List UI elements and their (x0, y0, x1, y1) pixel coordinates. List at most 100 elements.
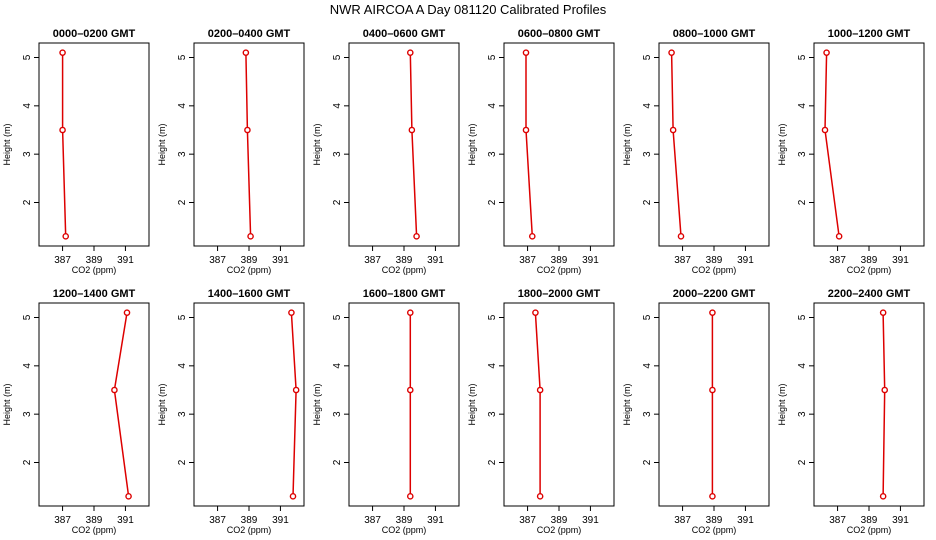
x-tick-label: 389 (861, 515, 878, 526)
data-point (536, 493, 544, 500)
x-tick-label: 387 (519, 515, 536, 526)
data-point (879, 309, 887, 316)
y-axis-label: Height (m) (312, 123, 322, 165)
data-point (62, 233, 70, 240)
x-tick-label: 387 (209, 515, 226, 526)
y-tick-label: 2 (332, 199, 343, 205)
series-line (534, 312, 541, 497)
x-axis-label: CO2 (ppm) (72, 265, 117, 275)
x-tick-label: 387 (829, 515, 846, 526)
x-tick-label: 389 (706, 255, 723, 266)
plot-frame (193, 302, 305, 507)
y-tick-label: 2 (797, 199, 808, 205)
plot-frame (348, 42, 460, 247)
y-tick-label: 4 (797, 103, 808, 109)
data-point (522, 49, 530, 56)
y-tick-label: 4 (642, 363, 653, 369)
y-tick-label: 3 (177, 151, 188, 157)
y-tick-label: 2 (797, 459, 808, 465)
y-tick-label: 2 (487, 459, 498, 465)
y-tick-label: 4 (797, 363, 808, 369)
y-tick-label: 3 (177, 411, 188, 417)
y-tick-label: 2 (22, 459, 33, 465)
data-point (406, 309, 414, 316)
panel-title: 2200–2400 GMT (828, 288, 911, 300)
y-tick-label: 2 (177, 199, 188, 205)
data-point (709, 493, 716, 500)
data-point (244, 126, 251, 134)
x-axis-label: CO2 (ppm) (847, 525, 892, 535)
y-tick-label: 3 (642, 151, 653, 157)
plot-frame (348, 302, 460, 507)
panel-title: 0200–0400 GMT (208, 28, 291, 40)
y-tick-label: 2 (642, 199, 653, 205)
y-tick-label: 3 (22, 151, 33, 157)
panel-title: 1800–2000 GMT (518, 288, 601, 300)
y-axis-label: Height (m) (467, 383, 477, 425)
panel-title: 1400–1600 GMT (208, 288, 291, 300)
data-point (413, 233, 420, 240)
y-tick-label: 4 (487, 363, 498, 369)
data-point (289, 493, 297, 500)
panel-title: 0400–0600 GMT (363, 28, 446, 40)
data-point (123, 309, 131, 316)
x-tick-label: 389 (551, 515, 568, 526)
y-tick-label: 4 (22, 363, 33, 369)
y-axis-label: Height (m) (622, 383, 632, 425)
y-tick-label: 5 (797, 314, 808, 320)
y-tick-label: 4 (332, 363, 343, 369)
y-tick-label: 5 (642, 314, 653, 320)
series-line (245, 52, 252, 237)
series-line (409, 52, 418, 237)
y-axis-label: Height (m) (467, 123, 477, 165)
x-tick-label: 391 (272, 255, 289, 266)
data-point (835, 233, 843, 240)
x-axis-label: CO2 (ppm) (382, 525, 427, 535)
x-tick-label: 389 (241, 515, 258, 526)
plot-frame (503, 42, 615, 247)
data-point (242, 49, 250, 56)
x-tick-label: 387 (364, 255, 381, 266)
plot-frame (813, 42, 925, 247)
y-tick-label: 5 (642, 54, 653, 60)
plot-frame (658, 42, 770, 247)
panel-title: 2000–2200 GMT (673, 288, 756, 300)
x-tick-label: 389 (241, 255, 258, 266)
x-axis-label: CO2 (ppm) (537, 525, 582, 535)
series-line (61, 52, 67, 237)
x-axis-label: CO2 (ppm) (382, 265, 427, 275)
x-tick-label: 387 (209, 255, 226, 266)
x-tick-label: 391 (427, 255, 444, 266)
chart-title: NWR AIRCOA A Day 081120 Calibrated Profi… (330, 2, 607, 17)
y-tick-label: 4 (22, 103, 33, 109)
y-tick-label: 3 (797, 151, 808, 157)
panel-title: 1000–1200 GMT (828, 28, 911, 40)
y-tick-label: 2 (177, 459, 188, 465)
data-point (406, 49, 414, 56)
x-tick-label: 389 (396, 255, 413, 266)
y-axis-label: Height (m) (777, 383, 787, 425)
data-point (247, 233, 254, 240)
y-axis-label: Height (m) (157, 383, 167, 425)
data-point (668, 49, 675, 56)
y-tick-label: 3 (487, 151, 498, 157)
data-point (677, 233, 685, 240)
panel-title: 0800–1000 GMT (673, 28, 756, 40)
plot-frame (503, 302, 615, 507)
data-point (821, 126, 829, 134)
y-tick-label: 4 (332, 103, 343, 109)
plot-frame (813, 302, 925, 507)
plot-frame (38, 42, 150, 247)
y-axis-label: Height (m) (777, 123, 787, 165)
y-tick-label: 5 (22, 314, 33, 320)
x-tick-label: 389 (861, 255, 878, 266)
x-tick-label: 391 (737, 515, 754, 526)
x-tick-label: 391 (582, 515, 599, 526)
